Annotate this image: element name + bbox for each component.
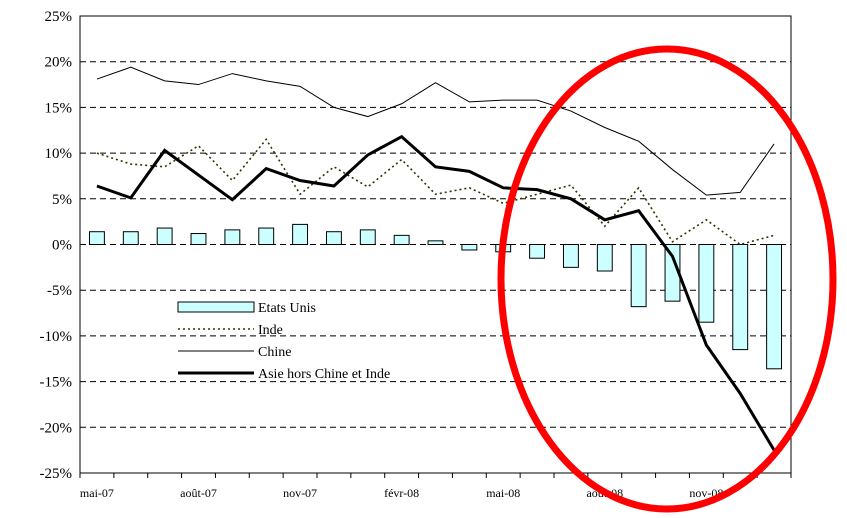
legend-label: Asie hors Chine et Inde [258,367,390,382]
bar [562,244,579,268]
bar [698,244,715,323]
series-line [96,138,775,246]
y-tick-label: -20% [40,420,73,436]
y-tick-label: 0% [52,238,72,254]
x-tick-label: août-07 [180,486,217,500]
bar-series-etats-unis [88,223,783,370]
bar [292,223,309,245]
series-line [96,66,775,196]
legend: Etats Unis Inde Chine Asie hors Chine et In… [177,301,390,382]
x-tick-label: mai-08 [486,486,520,500]
y-tick-label: -5% [47,283,72,299]
x-tick-label: févr-08 [384,486,419,500]
bar [427,240,444,245]
series-line [96,134,776,451]
bar [630,244,647,308]
line-series [96,66,776,451]
highlight-ellipse [497,45,837,513]
bar [393,234,410,246]
bar [359,229,376,246]
bar [596,244,613,272]
bar [766,244,783,370]
y-tick-label: 5% [52,192,72,208]
tick-labels: 25% 20% 15% 10% 5% 0% -5% -10% -15% -20% -25% mai-0… [40,9,724,500]
bar [88,231,105,245]
bar [258,227,275,246]
y-tick-label: -25% [40,466,73,482]
legend-label: Chine [258,345,291,360]
bar [190,233,207,245]
x-tick-label: mai-07 [80,486,114,500]
highlight-ellipse [497,45,837,513]
bar [224,229,241,246]
x-tick-label: nov-07 [283,486,317,500]
y-tick-label: 15% [45,100,73,116]
legend-swatch [177,301,255,313]
y-tick-label: -10% [40,329,73,345]
bar [461,244,478,251]
legend-label: Etats Unis [258,301,316,316]
axes [79,15,792,478]
y-tick-label: 20% [45,55,73,71]
bar [325,231,342,245]
bar [732,244,749,351]
grid-lines [80,15,791,428]
bar [122,231,139,245]
y-tick-label: 25% [45,9,73,25]
y-tick-label: -15% [40,375,73,391]
bar [529,244,546,259]
y-tick-label: 10% [45,146,73,162]
legend-label: Inde [258,323,283,338]
bar [156,227,173,246]
plot-frame [79,15,792,474]
